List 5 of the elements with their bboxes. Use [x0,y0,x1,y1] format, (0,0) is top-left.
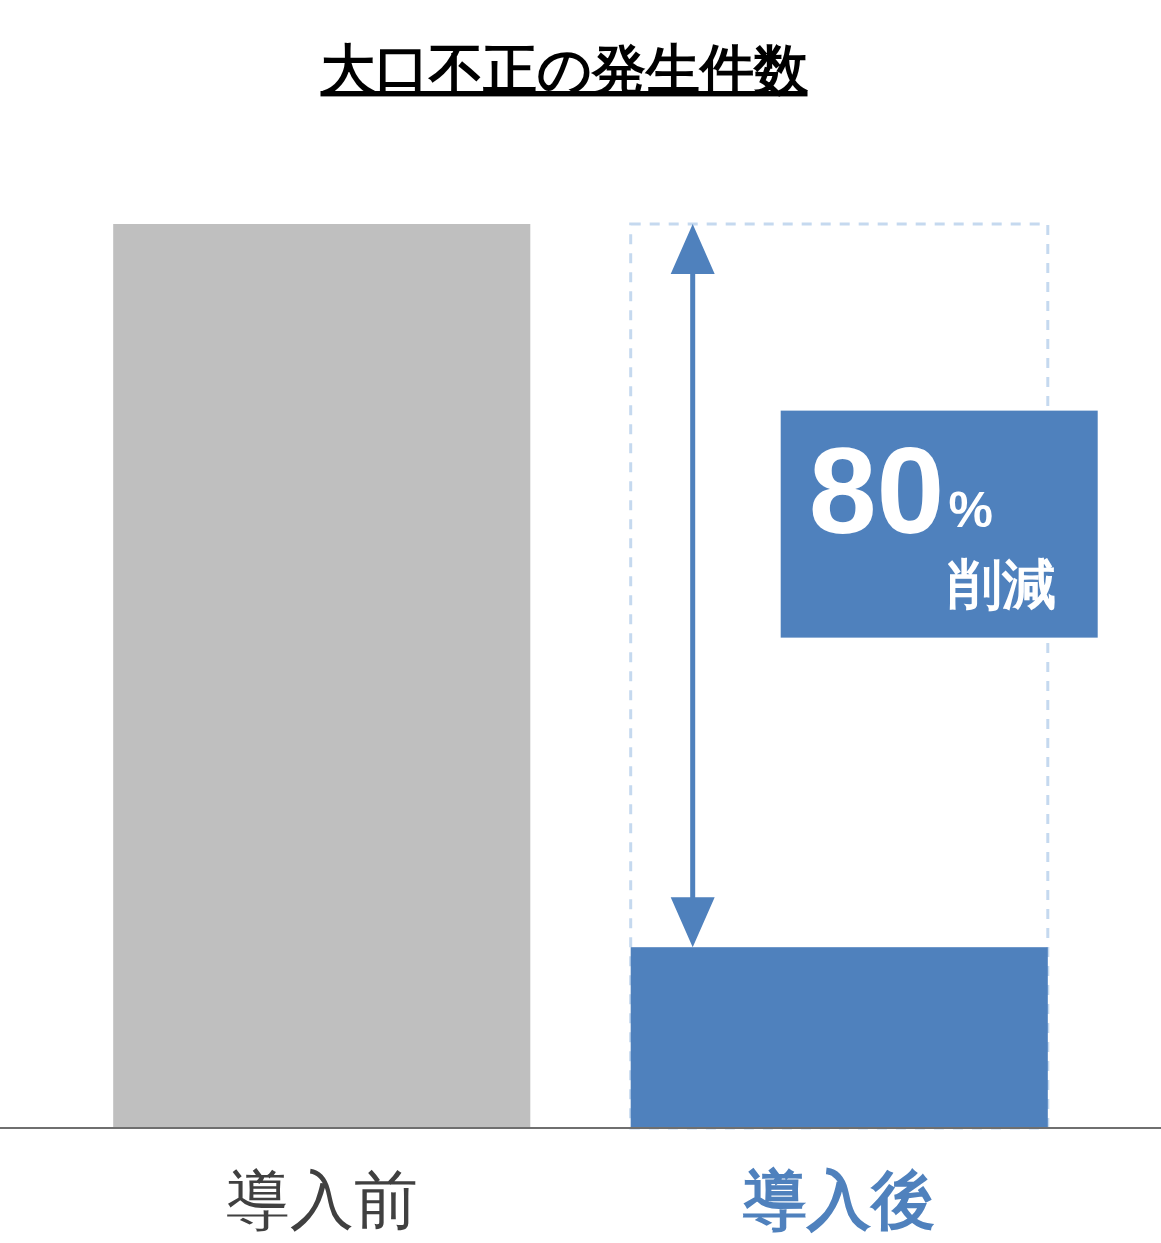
annotation: 80% 削減 [780,410,1098,638]
chart-title: 大口不正の発生件数 [320,39,809,99]
annotation: 80% 削減 [808,422,1056,614]
x-tick-label: 導入後 [742,1164,936,1236]
x-tick-label: 導入前 [225,1164,418,1236]
